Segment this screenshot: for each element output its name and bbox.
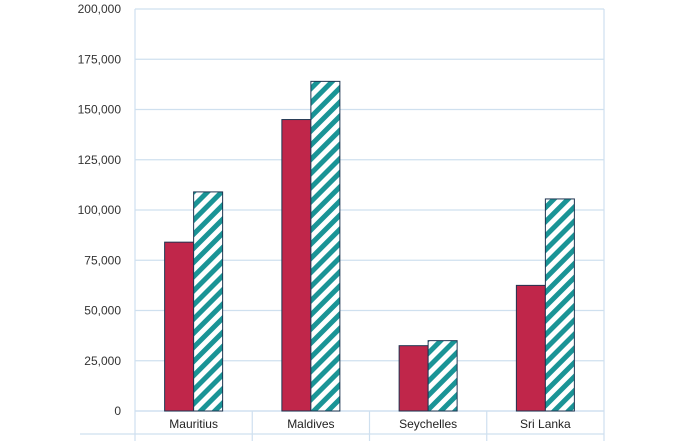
y-tick-label: 50,000 <box>84 304 121 318</box>
y-axis-tick-labels: 0 25,000 50,000 75,000 100,000 125,000 150,000… <box>78 2 122 418</box>
x-category-label: Sri Lanka <box>520 417 571 431</box>
x-category-label: Mauritius <box>169 417 218 431</box>
y-tick-label: 150,000 <box>78 103 122 117</box>
bar-series-2 <box>544 198 575 412</box>
bar-series-2 <box>310 80 341 412</box>
x-category-label: Seychelles <box>399 417 457 431</box>
bar-series-2 <box>193 191 224 412</box>
bar-series-1 <box>515 284 546 412</box>
y-tick-label: 0 <box>114 404 121 418</box>
bar-series-1 <box>398 345 429 412</box>
y-tick-label: 100,000 <box>78 203 122 217</box>
y-tick-label: 75,000 <box>84 253 121 267</box>
y-tick-label: 200,000 <box>78 2 122 16</box>
bar-series-1 <box>281 119 312 412</box>
x-axis-category-labels: Mauritius Maldives Seychelles Sri Lanka <box>169 417 571 431</box>
bar-series-1 <box>164 241 195 412</box>
bar-series-2 <box>427 340 458 412</box>
y-tick-label: 175,000 <box>78 52 122 66</box>
y-tick-label: 125,000 <box>78 153 122 167</box>
axes <box>80 9 605 441</box>
y-tick-label: 25,000 <box>84 354 121 368</box>
x-category-label: Maldives <box>287 417 334 431</box>
bars <box>164 80 575 412</box>
